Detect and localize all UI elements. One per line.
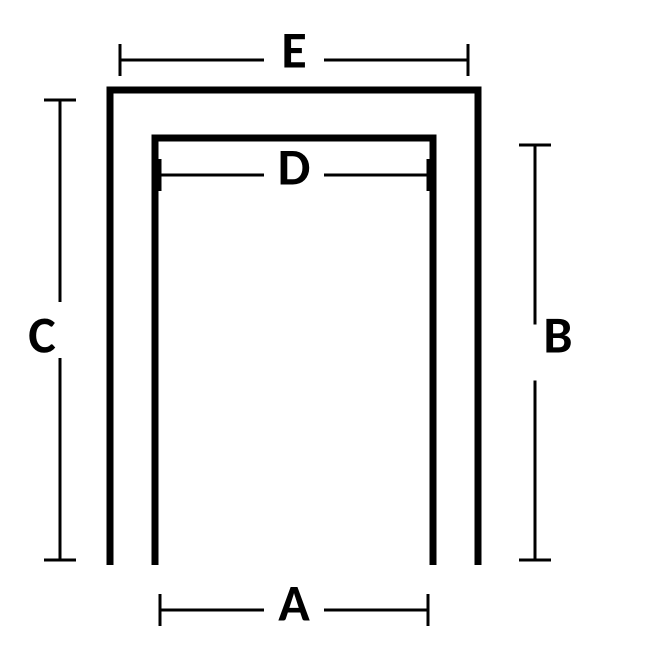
label-A: A	[278, 571, 310, 635]
label-C: C	[28, 303, 56, 367]
label-B: B	[543, 303, 572, 367]
profile-diagram: E D A C B	[0, 0, 646, 664]
label-E: E	[281, 18, 306, 82]
label-D: D	[278, 135, 311, 199]
